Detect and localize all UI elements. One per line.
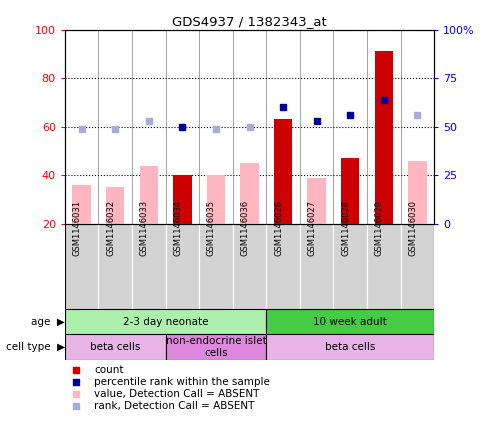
Point: [413, 112, 421, 118]
Text: beta cells: beta cells: [325, 342, 375, 352]
Text: GSM1146028: GSM1146028: [341, 200, 350, 256]
Text: GSM1146036: GSM1146036: [241, 200, 250, 256]
Point: [313, 118, 321, 124]
Text: GSM1146033: GSM1146033: [140, 200, 149, 256]
Bar: [266, 224, 300, 309]
Title: GDS4937 / 1382343_at: GDS4937 / 1382343_at: [172, 16, 327, 28]
Bar: [266, 335, 434, 360]
Point: [346, 112, 354, 118]
Text: rank, Detection Call = ABSENT: rank, Detection Call = ABSENT: [94, 401, 255, 411]
Text: GSM1146030: GSM1146030: [408, 200, 417, 256]
Point: [279, 104, 287, 111]
Bar: [65, 224, 98, 309]
Text: GSM1146029: GSM1146029: [375, 200, 384, 256]
Text: GSM1146031: GSM1146031: [73, 200, 82, 256]
Bar: [367, 224, 401, 309]
Point: [111, 125, 119, 132]
Bar: [132, 224, 166, 309]
Point: [380, 96, 388, 103]
Text: beta cells: beta cells: [90, 342, 140, 352]
Point: [346, 86, 354, 93]
Point: [178, 124, 186, 130]
Bar: [233, 224, 266, 309]
Text: GSM1146026: GSM1146026: [274, 200, 283, 256]
Bar: [375, 52, 393, 224]
Text: 2-3 day neonate: 2-3 day neonate: [123, 317, 208, 327]
Bar: [341, 158, 359, 224]
Point: [78, 125, 86, 132]
Point: [212, 125, 220, 132]
Text: 10 week adult: 10 week adult: [313, 317, 387, 327]
Bar: [166, 224, 199, 309]
Text: value, Detection Call = ABSENT: value, Detection Call = ABSENT: [94, 389, 260, 399]
Bar: [106, 187, 124, 224]
Bar: [266, 309, 434, 335]
Text: non-endocrine islet
cells: non-endocrine islet cells: [166, 336, 266, 358]
Text: count: count: [94, 365, 124, 375]
Bar: [300, 224, 333, 309]
Point: [346, 195, 354, 202]
Bar: [98, 224, 132, 309]
Text: GSM1146027: GSM1146027: [308, 200, 317, 256]
Text: percentile rank within the sample: percentile rank within the sample: [94, 377, 270, 387]
Text: age  ▶: age ▶: [31, 317, 65, 327]
Bar: [240, 163, 258, 224]
Bar: [408, 161, 427, 224]
Bar: [65, 309, 266, 335]
Text: GSM1146034: GSM1146034: [173, 200, 182, 256]
Bar: [199, 224, 233, 309]
Bar: [307, 178, 326, 224]
Text: cell type  ▶: cell type ▶: [6, 342, 65, 352]
Text: GSM1146035: GSM1146035: [207, 200, 216, 256]
Point: [145, 118, 153, 124]
Bar: [207, 175, 225, 224]
Bar: [333, 224, 367, 309]
Bar: [140, 166, 158, 224]
Point: [346, 305, 354, 311]
Bar: [173, 175, 192, 224]
Text: GSM1146032: GSM1146032: [106, 200, 115, 256]
Bar: [65, 335, 166, 360]
Bar: [274, 119, 292, 224]
Bar: [401, 224, 434, 309]
Bar: [166, 335, 266, 360]
Bar: [72, 185, 91, 224]
Point: [246, 124, 253, 130]
